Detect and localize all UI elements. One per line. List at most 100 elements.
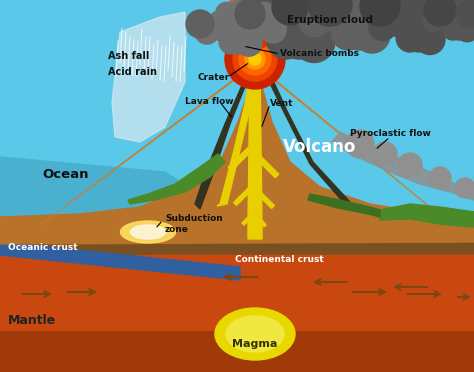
Bar [0, 327, 474, 372]
Polygon shape [254, 213, 266, 227]
Circle shape [443, 20, 463, 40]
Circle shape [235, 9, 275, 49]
Polygon shape [332, 132, 474, 200]
Circle shape [433, 4, 458, 29]
Circle shape [248, 0, 272, 21]
Ellipse shape [226, 316, 284, 352]
Circle shape [218, 10, 262, 54]
Circle shape [424, 0, 456, 26]
Circle shape [308, 0, 352, 26]
Circle shape [234, 36, 246, 48]
Circle shape [376, 0, 410, 13]
Circle shape [387, 0, 423, 35]
Circle shape [260, 17, 286, 43]
Text: Continental crust: Continental crust [235, 256, 324, 264]
Circle shape [434, 0, 461, 21]
Ellipse shape [215, 308, 295, 360]
Circle shape [249, 53, 261, 65]
Circle shape [360, 0, 400, 26]
Text: Eruption cloud: Eruption cloud [287, 15, 373, 25]
Circle shape [243, 30, 251, 38]
Circle shape [398, 153, 422, 177]
Ellipse shape [120, 221, 175, 243]
Circle shape [225, 29, 285, 89]
Circle shape [327, 0, 357, 10]
Polygon shape [263, 67, 350, 204]
Polygon shape [228, 142, 257, 171]
Circle shape [239, 43, 271, 75]
Circle shape [455, 178, 474, 198]
Circle shape [207, 10, 238, 41]
Circle shape [228, 0, 252, 24]
Text: Vent: Vent [270, 99, 293, 109]
Circle shape [255, 7, 285, 37]
Polygon shape [254, 187, 274, 208]
Circle shape [450, 0, 470, 16]
Circle shape [281, 0, 319, 12]
Circle shape [331, 0, 374, 42]
Text: Subduction
zone: Subduction zone [165, 214, 223, 234]
Circle shape [252, 2, 276, 26]
Polygon shape [128, 154, 225, 204]
Circle shape [235, 0, 265, 29]
Circle shape [470, 0, 474, 17]
Text: Acid rain: Acid rain [108, 67, 157, 77]
Circle shape [331, 17, 365, 50]
Polygon shape [249, 310, 261, 342]
Polygon shape [380, 204, 474, 227]
Polygon shape [0, 157, 205, 242]
Circle shape [216, 2, 238, 24]
Polygon shape [195, 64, 258, 209]
Text: Mantle: Mantle [8, 314, 56, 327]
Circle shape [443, 10, 473, 39]
Circle shape [319, 0, 358, 15]
Circle shape [344, 0, 376, 10]
Text: Ash fall: Ash fall [108, 51, 149, 61]
Ellipse shape [230, 0, 320, 34]
Circle shape [231, 10, 259, 38]
Circle shape [302, 0, 354, 36]
Circle shape [330, 0, 390, 50]
Circle shape [195, 20, 219, 44]
Circle shape [415, 25, 445, 55]
Text: Pyroclastic flow: Pyroclastic flow [349, 129, 430, 138]
Polygon shape [217, 64, 258, 206]
Circle shape [442, 4, 474, 40]
Circle shape [392, 0, 418, 18]
Circle shape [396, 25, 424, 52]
Bar [0, 250, 474, 330]
Circle shape [267, 20, 305, 59]
Text: Magma: Magma [232, 339, 278, 349]
Circle shape [383, 2, 418, 37]
Polygon shape [0, 242, 240, 280]
Polygon shape [248, 64, 262, 239]
Circle shape [373, 142, 397, 166]
Circle shape [395, 2, 445, 52]
Circle shape [233, 37, 277, 81]
Polygon shape [308, 194, 380, 217]
Text: Ocean: Ocean [42, 167, 89, 180]
Polygon shape [242, 211, 256, 225]
Circle shape [236, 30, 262, 56]
Circle shape [265, 0, 335, 59]
Polygon shape [0, 234, 474, 254]
Circle shape [262, 0, 297, 12]
Text: Oceanic crust: Oceanic crust [8, 243, 78, 251]
Circle shape [346, 130, 374, 158]
Circle shape [245, 49, 265, 69]
Text: Volcanic bombs: Volcanic bombs [280, 49, 359, 58]
Circle shape [423, 12, 443, 32]
Circle shape [369, 13, 396, 41]
Text: Lava flow: Lava flow [185, 97, 234, 106]
Polygon shape [0, 212, 474, 257]
Circle shape [421, 0, 459, 36]
Circle shape [241, 7, 274, 40]
Circle shape [461, 1, 474, 28]
Circle shape [272, 0, 308, 25]
Text: Crater: Crater [198, 73, 230, 81]
Polygon shape [0, 64, 474, 244]
Polygon shape [253, 152, 279, 178]
Text: Volcano: Volcano [283, 138, 357, 156]
Circle shape [440, 0, 458, 16]
Polygon shape [234, 183, 256, 205]
